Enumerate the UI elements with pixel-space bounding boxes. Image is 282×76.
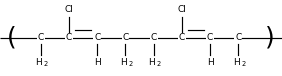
Text: (: ( [7, 25, 17, 49]
Text: C: C [207, 34, 213, 42]
Text: Cl: Cl [177, 5, 186, 14]
Text: H: H [35, 58, 42, 67]
Text: 2: 2 [157, 61, 161, 67]
Text: Cl: Cl [65, 5, 74, 14]
Text: H: H [94, 58, 101, 67]
Text: C: C [38, 34, 44, 42]
Text: H: H [120, 58, 127, 67]
Text: C: C [151, 34, 157, 42]
Text: C: C [179, 34, 185, 42]
Text: 2: 2 [128, 61, 133, 67]
Text: 2: 2 [241, 61, 246, 67]
Text: 2: 2 [44, 61, 48, 67]
Text: ): ) [265, 25, 275, 49]
Text: H: H [148, 58, 155, 67]
Text: C: C [94, 34, 100, 42]
Text: H: H [207, 58, 213, 67]
Text: C: C [235, 34, 241, 42]
Text: C: C [66, 34, 72, 42]
Text: C: C [122, 34, 129, 42]
Text: H: H [233, 58, 239, 67]
